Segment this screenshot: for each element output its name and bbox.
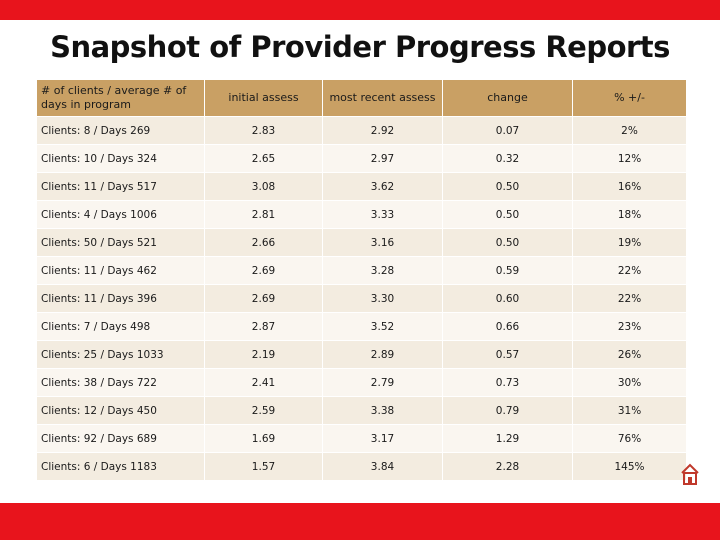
cell-percent: 26% [572,340,687,369]
table-body: Clients: 8 / Days 269 2.83 2.92 0.07 2% Clien… [36,116,687,481]
table-row: Clients: 38 / Days 722 2.41 2.79 0.73 30% [36,368,687,397]
cell-initial-assess: 2.59 [204,396,323,425]
cell-percent: 16% [572,172,687,201]
cell-initial-assess: 2.83 [204,116,323,145]
table-row: Clients: 11 / Days 396 2.69 3.30 0.60 22% [36,284,687,313]
cell-clients-days: Clients: 38 / Days 722 [36,368,205,397]
cell-recent-assess: 3.16 [322,228,443,257]
cell-recent-assess: 3.62 [322,172,443,201]
cell-initial-assess: 2.66 [204,228,323,257]
cell-recent-assess: 2.97 [322,144,443,173]
cell-percent: 31% [572,396,687,425]
cell-clients-days: Clients: 11 / Days 517 [36,172,205,201]
table-row: Clients: 12 / Days 450 2.59 3.38 0.79 31% [36,396,687,425]
table-row: Clients: 10 / Days 324 2.65 2.97 0.32 12% [36,144,687,173]
cell-change: 1.29 [442,424,573,453]
cell-initial-assess: 2.81 [204,200,323,229]
page-title: Snapshot of Provider Progress Reports [50,30,670,64]
top-red-bar [0,0,720,20]
cell-change: 0.79 [442,396,573,425]
cell-change: 0.50 [442,228,573,257]
cell-clients-days: Clients: 11 / Days 462 [36,256,205,285]
cell-percent: 22% [572,256,687,285]
cell-percent: 145% [572,452,687,481]
cell-recent-assess: 2.92 [322,116,443,145]
table-row: Clients: 8 / Days 269 2.83 2.92 0.07 2% [36,116,687,145]
cell-clients-days: Clients: 6 / Days 1183 [36,452,205,481]
table-row: Clients: 6 / Days 1183 1.57 3.84 2.28 145% [36,452,687,481]
table-row: Clients: 11 / Days 517 3.08 3.62 0.50 16% [36,172,687,201]
house-icon [681,463,699,485]
cell-clients-days: Clients: 92 / Days 689 [36,424,205,453]
cell-percent: 18% [572,200,687,229]
progress-table: # of clients / average # of days in prog… [36,79,687,481]
cell-clients-days: Clients: 10 / Days 324 [36,144,205,173]
table-header-row: # of clients / average # of days in prog… [36,79,687,117]
cell-recent-assess: 3.33 [322,200,443,229]
cell-initial-assess: 2.69 [204,256,323,285]
cell-percent: 30% [572,368,687,397]
cell-clients-days: Clients: 25 / Days 1033 [36,340,205,369]
cell-change: 0.32 [442,144,573,173]
header-clients-days: # of clients / average # of days in prog… [36,79,205,117]
cell-percent: 12% [572,144,687,173]
cell-initial-assess: 3.08 [204,172,323,201]
header-change: change [442,79,573,117]
cell-initial-assess: 2.87 [204,312,323,341]
cell-change: 0.66 [442,312,573,341]
cell-percent: 19% [572,228,687,257]
cell-initial-assess: 2.65 [204,144,323,173]
cell-initial-assess: 2.19 [204,340,323,369]
cell-recent-assess: 3.52 [322,312,443,341]
cell-recent-assess: 3.28 [322,256,443,285]
cell-clients-days: Clients: 4 / Days 1006 [36,200,205,229]
cell-initial-assess: 2.41 [204,368,323,397]
cell-clients-days: Clients: 7 / Days 498 [36,312,205,341]
cell-change: 0.50 [442,200,573,229]
cell-recent-assess: 3.84 [322,452,443,481]
cell-percent: 23% [572,312,687,341]
cell-change: 0.59 [442,256,573,285]
table-row: Clients: 25 / Days 1033 2.19 2.89 0.57 26% [36,340,687,369]
cell-clients-days: Clients: 50 / Days 521 [36,228,205,257]
cell-change: 0.60 [442,284,573,313]
cell-change: 0.73 [442,368,573,397]
cell-percent: 2% [572,116,687,145]
cell-percent: 22% [572,284,687,313]
table-row: Clients: 11 / Days 462 2.69 3.28 0.59 22% [36,256,687,285]
cell-change: 2.28 [442,452,573,481]
cell-change: 0.57 [442,340,573,369]
cell-clients-days: Clients: 12 / Days 450 [36,396,205,425]
header-initial-assess: initial assess [204,79,323,117]
header-recent-assess: most recent assess [322,79,443,117]
cell-recent-assess: 3.38 [322,396,443,425]
table-row: Clients: 7 / Days 498 2.87 3.52 0.66 23% [36,312,687,341]
table-row: Clients: 4 / Days 1006 2.81 3.33 0.50 18% [36,200,687,229]
cell-change: 0.07 [442,116,573,145]
cell-clients-days: Clients: 11 / Days 396 [36,284,205,313]
cell-recent-assess: 3.30 [322,284,443,313]
header-percent: % +/- [572,79,687,117]
table-row: Clients: 50 / Days 521 2.66 3.16 0.50 19% [36,228,687,257]
bottom-red-bar [0,503,720,540]
cell-initial-assess: 2.69 [204,284,323,313]
cell-initial-assess: 1.57 [204,452,323,481]
cell-percent: 76% [572,424,687,453]
cell-change: 0.50 [442,172,573,201]
cell-clients-days: Clients: 8 / Days 269 [36,116,205,145]
cell-recent-assess: 2.89 [322,340,443,369]
table-row: Clients: 92 / Days 689 1.69 3.17 1.29 76% [36,424,687,453]
cell-recent-assess: 2.79 [322,368,443,397]
cell-initial-assess: 1.69 [204,424,323,453]
cell-recent-assess: 3.17 [322,424,443,453]
